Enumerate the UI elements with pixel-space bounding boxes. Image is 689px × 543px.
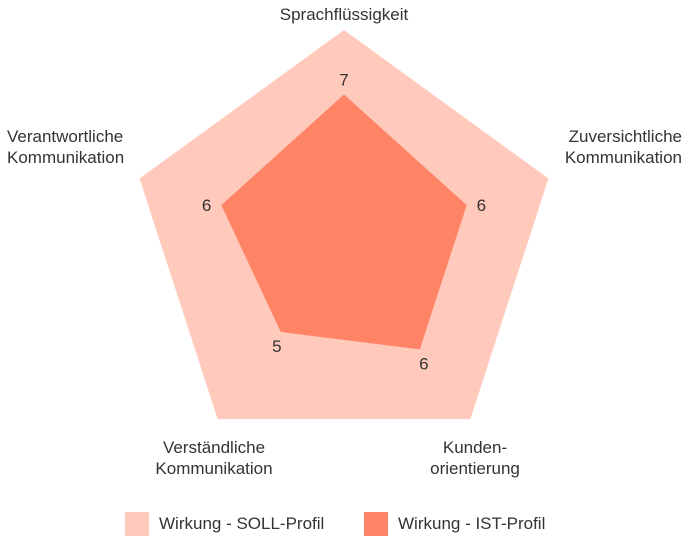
- legend-label-ist: Wirkung - IST-Profil: [398, 514, 546, 533]
- radar-chart: 7 6 6 5 6 Sprachflüssigkeit Zuversichtliche Kom…: [7, 5, 682, 478]
- legend-item-ist[interactable]: Wirkung - IST-Profil: [364, 512, 545, 536]
- axis-label-0: Sprachflüssigkeit: [280, 5, 409, 24]
- data-label-2: 6: [419, 354, 428, 373]
- legend-swatch-ist: [364, 512, 388, 536]
- axis-label-2: Kunden-orientierung: [430, 438, 520, 478]
- series-area-1: [221, 94, 467, 350]
- data-label-4: 6: [202, 196, 211, 215]
- legend-item-soll[interactable]: Wirkung - SOLL-Profil: [125, 512, 324, 536]
- data-label-0: 7: [339, 71, 348, 90]
- data-label-3: 5: [272, 337, 281, 356]
- legend-label-soll: Wirkung - SOLL-Profil: [159, 514, 325, 533]
- axis-label-3: Verständliche Kommunikation: [155, 438, 272, 478]
- axis-label-1: Zuversichtliche Kommunikation: [565, 127, 682, 167]
- legend: Wirkung - SOLL-Profil Wirkung - IST-Prof…: [0, 512, 689, 542]
- data-label-1: 6: [477, 196, 486, 215]
- legend-swatch-soll: [125, 512, 149, 536]
- axis-label-4: Verantwortliche Kommunikation: [7, 127, 124, 167]
